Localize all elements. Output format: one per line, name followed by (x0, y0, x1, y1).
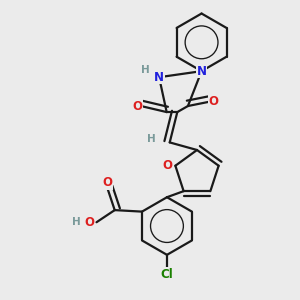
Text: H: H (72, 217, 81, 227)
Text: O: O (163, 159, 173, 172)
Text: H: H (147, 134, 156, 144)
Text: O: O (209, 95, 219, 108)
Text: O: O (84, 216, 94, 229)
Text: O: O (102, 176, 112, 189)
Text: Cl: Cl (160, 268, 173, 281)
Text: N: N (196, 64, 207, 78)
Text: O: O (133, 100, 143, 112)
Text: H: H (141, 64, 150, 75)
Text: N: N (154, 71, 164, 84)
